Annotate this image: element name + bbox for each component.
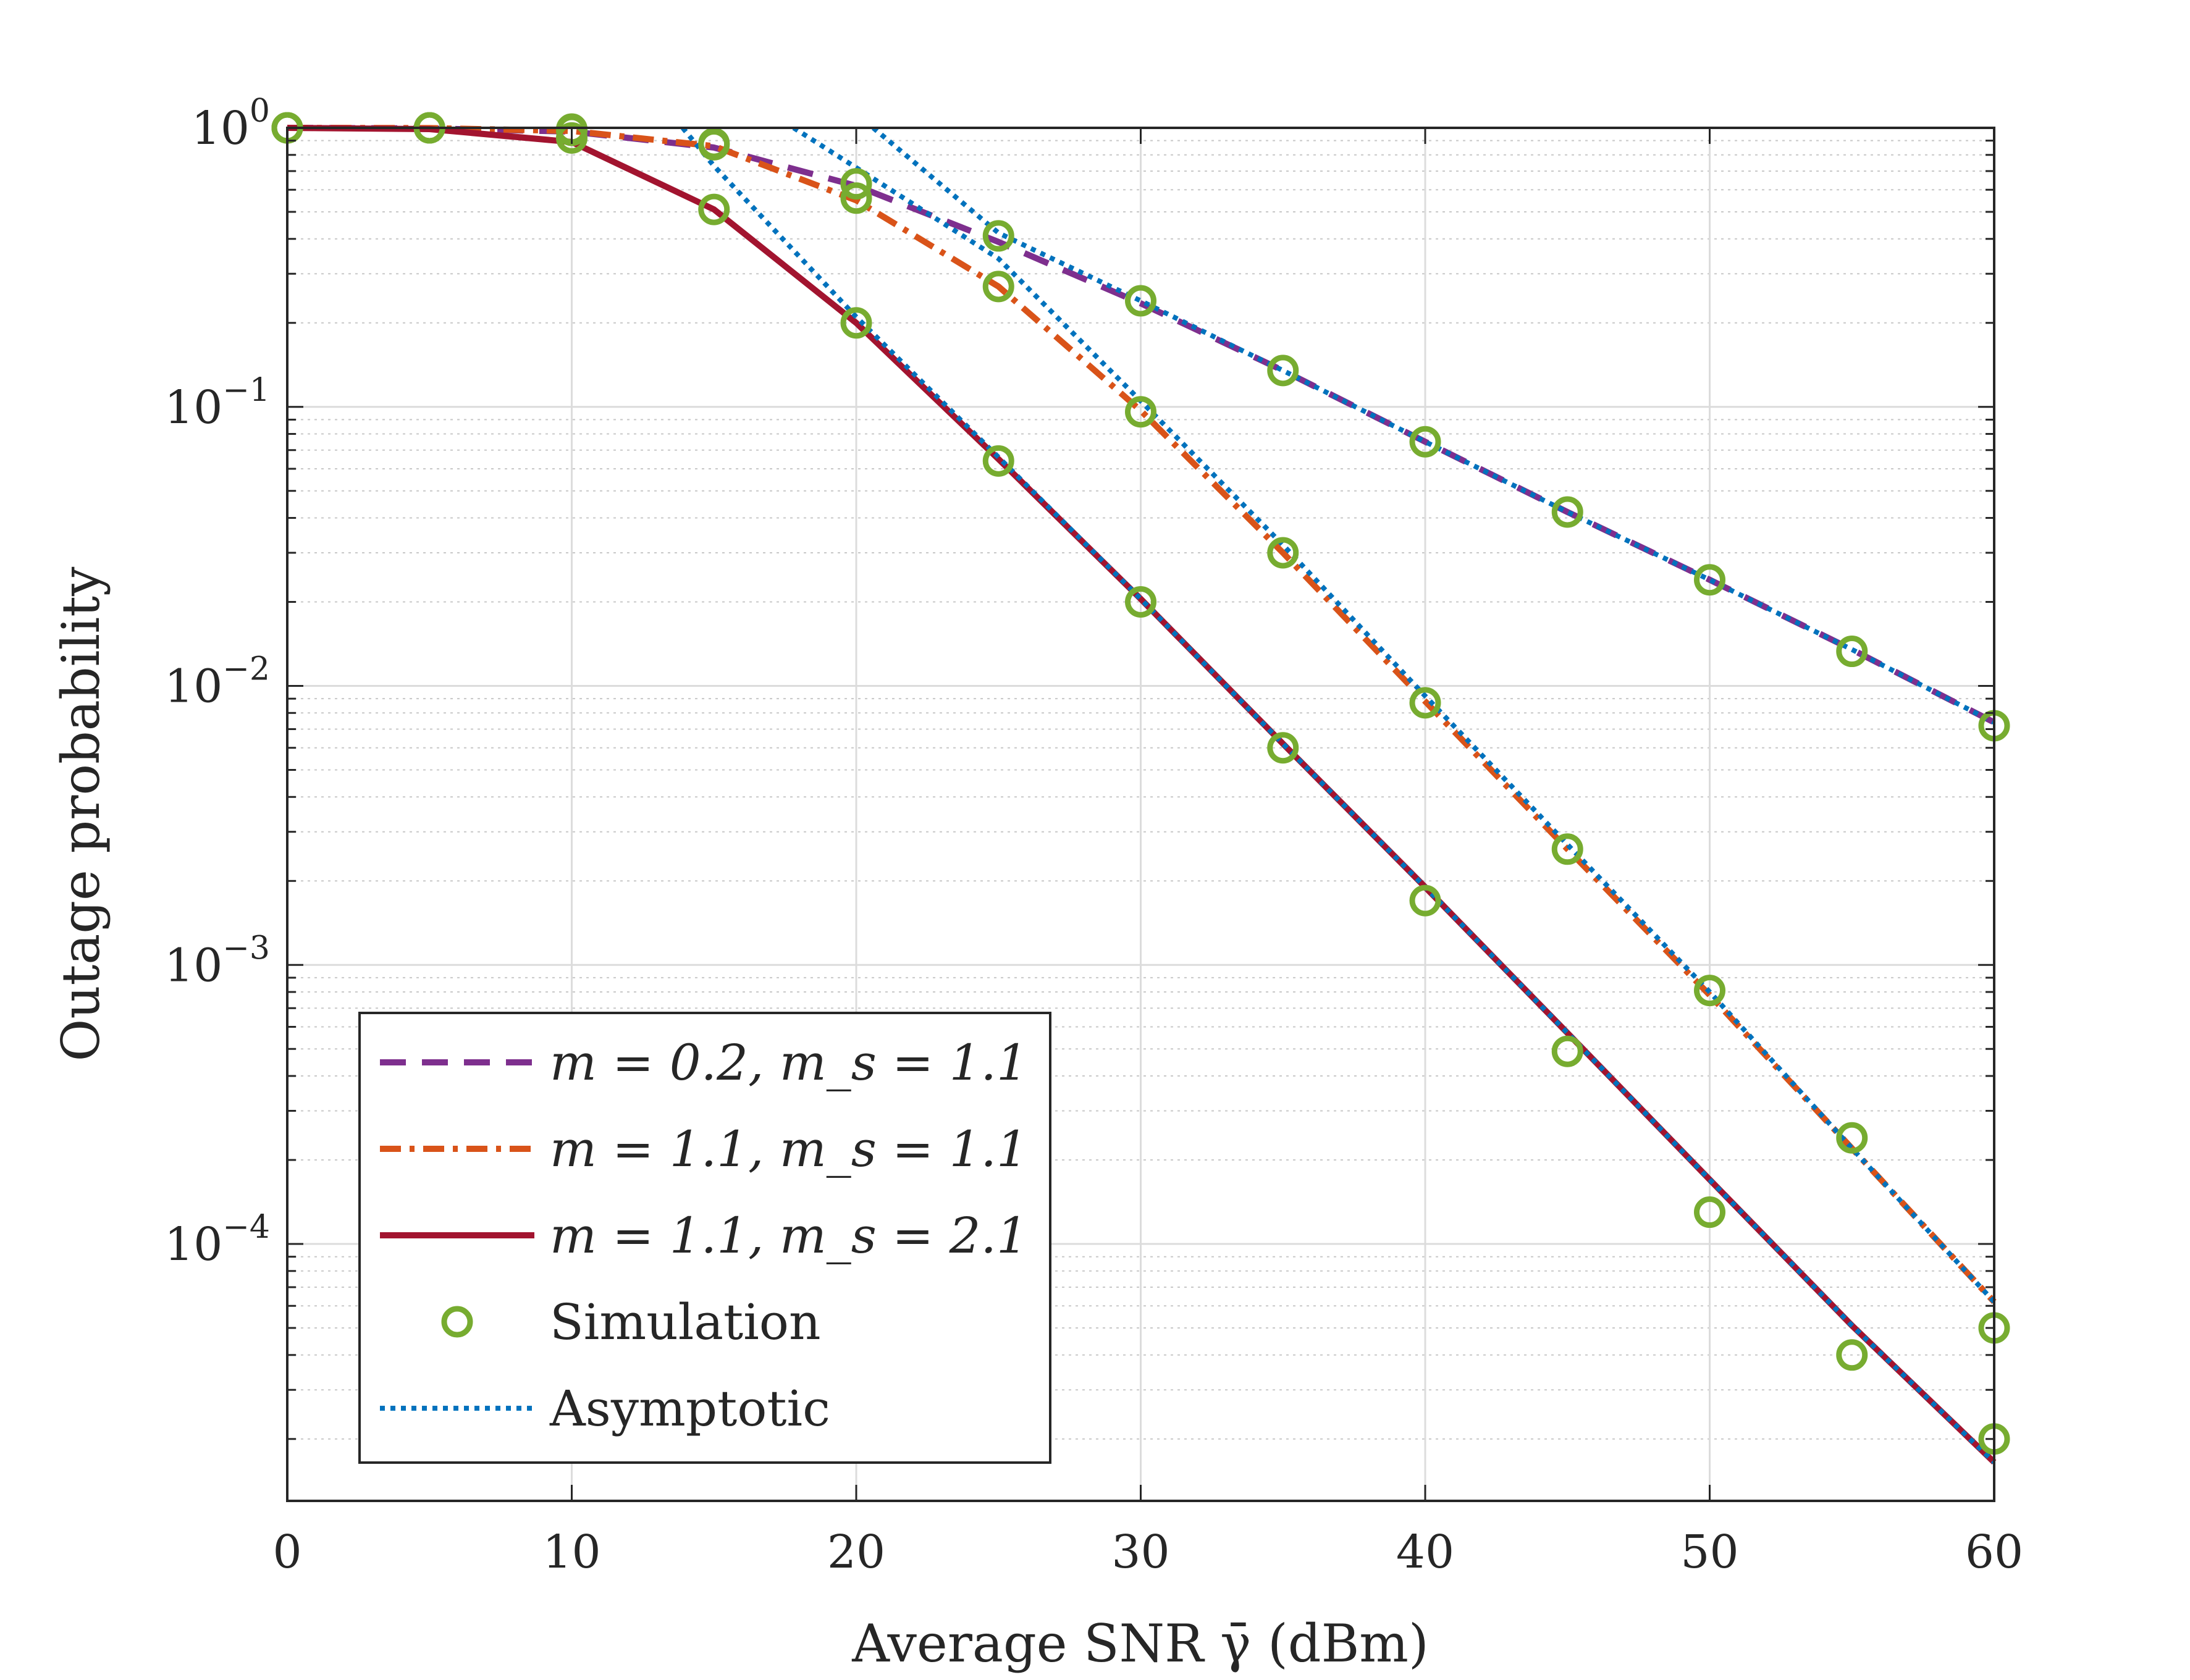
simulation-marker	[1267, 537, 1299, 569]
simulation-marker	[1409, 426, 1441, 458]
legend-entry-simulation: Simulation	[441, 1293, 820, 1351]
simulation-marker	[556, 122, 588, 154]
simulation-marker	[1125, 586, 1156, 618]
legend-entry-asymptotic: Asymptotic	[380, 1380, 830, 1437]
simulation-marker	[1836, 1339, 1868, 1371]
y-tick-label: 100	[192, 93, 270, 155]
legend-entry-series-2: m = 1.1, m_s = 1.1	[380, 1120, 1028, 1178]
simulation-marker	[698, 193, 730, 225]
x-tick-label: 0	[272, 1526, 301, 1579]
simulation-marker	[840, 168, 872, 200]
y-tick-label: 10−4	[164, 1209, 270, 1271]
asymptotic-line-2	[792, 128, 1994, 1304]
legend: m = 0.2, m_s = 1.1 m = 1.1, m_s = 1.1 m = …	[358, 1012, 1051, 1464]
y-tick-label: 10−3	[164, 930, 270, 992]
simulation-marker	[982, 271, 1014, 303]
simulation-marker	[1551, 496, 1583, 528]
x-tick-labels: 0 10 20 30 40 50 60	[272, 1526, 2023, 1579]
y-tick-labels: 100 10−1 10−2 10−3 10−4	[164, 93, 270, 1271]
simulation-marker	[1409, 884, 1441, 917]
x-tick-label: 20	[827, 1526, 885, 1579]
simulation-marker	[1125, 285, 1156, 317]
legend-entry-simulation-label: Simulation	[550, 1293, 820, 1351]
simulation-marker	[1836, 1122, 1868, 1154]
legend-entry-series-1: m = 0.2, m_s = 1.1	[380, 1034, 1028, 1091]
simulation-marker	[1836, 636, 1868, 668]
axes-box	[286, 127, 1995, 1502]
y-axis-label: Outage probability	[51, 566, 111, 1061]
simulation-marker	[1267, 732, 1299, 764]
simulation-marker	[698, 128, 730, 161]
simulation-marker	[1551, 1035, 1583, 1067]
x-tick-label: 30	[1111, 1526, 1169, 1579]
legend-entry-series-2-label: m = 1.1, m_s = 1.1	[550, 1120, 1028, 1178]
x-tick-label: 10	[542, 1526, 600, 1579]
legend-entry-asymptotic-label: Asymptotic	[549, 1380, 830, 1437]
simulation-marker	[982, 445, 1014, 477]
x-tick-label: 40	[1396, 1526, 1454, 1579]
legend-entry-series-1-label: m = 0.2, m_s = 1.1	[550, 1034, 1028, 1091]
simulation-marker	[1694, 1196, 1725, 1228]
axes	[286, 127, 1995, 1502]
x-axis-label: Average SNR γ̄ (dBm)	[851, 1613, 1428, 1674]
legend-entry-simulation-swatch	[441, 1306, 473, 1338]
y-tick-label: 10−2	[164, 651, 270, 713]
x-tick-label: 50	[1680, 1526, 1738, 1579]
x-tick-label: 60	[1965, 1526, 2023, 1579]
simulation-marker	[840, 307, 872, 339]
simulation-marker	[1694, 564, 1725, 596]
y-tick-label: 10−1	[164, 372, 270, 434]
simulation-marker	[1267, 355, 1299, 387]
simulation-marker	[1409, 687, 1441, 719]
series-line-2	[287, 125, 1997, 1304]
legend-entry-series-3: m = 1.1, m_s = 2.1	[380, 1207, 1028, 1264]
series-line-1	[287, 125, 1996, 726]
simulation-marker	[982, 220, 1014, 252]
simulation-marker	[840, 182, 872, 214]
simulation-marker	[1125, 396, 1156, 428]
legend-entry-series-3-label: m = 1.1, m_s = 2.1	[550, 1207, 1028, 1264]
simulation-marker	[1551, 833, 1583, 865]
simulation-marker	[1694, 975, 1725, 1007]
